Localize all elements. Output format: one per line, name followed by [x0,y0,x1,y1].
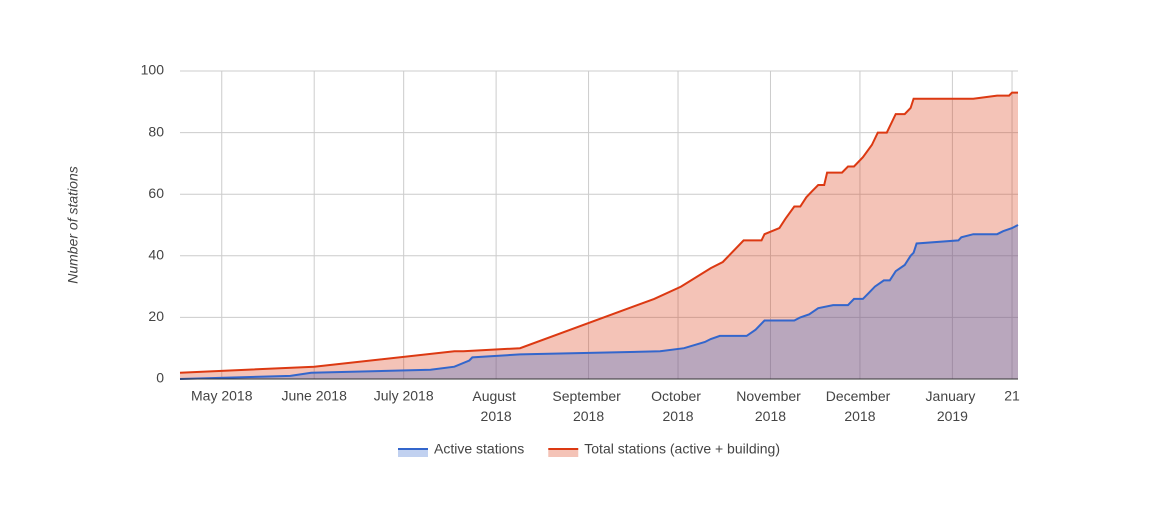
x-tick-label-line: December [826,388,894,404]
x-tick-label: October 2018 [651,388,705,424]
x-tick-label-line: August [472,388,519,404]
series-line [179,224,1019,380]
legend-swatch [398,450,428,457]
x-tick-label: September 2018 [552,388,624,424]
x-tick-label: November 2018 [736,388,804,424]
legend-swatch [548,450,579,457]
x-tick-label-line: September [552,388,624,404]
x-tick-label-line: November [736,388,804,404]
legend-label: Active stations [434,441,524,457]
x-tick-label: January 2019 [926,388,980,424]
y-tick-label: 60 [148,185,164,201]
x-tick-label-line: 2018 [755,408,786,424]
y-axis-title: Number of stations [65,166,81,284]
x-tick-label: December 2018 [826,388,894,424]
y-tick-label: 80 [148,123,164,139]
x-tick-label-line: 2018 [844,408,875,424]
x-tick-label-line: January [926,388,980,404]
series-line [179,91,1018,374]
y-tick-label: 40 [148,247,164,263]
x-tick-label-line: 2018 [573,408,604,424]
x-tick-label-line: 2018 [662,408,693,424]
y-tick-label: 0 [156,370,164,386]
legend-label: Total stations (active + building) [584,441,780,457]
x-tick-label: July 2018 [374,388,434,404]
x-tick-label: August 2018 [472,388,519,424]
x-tick-label: June 2018 [281,388,347,404]
x-tick-label-line: 2019 [937,408,968,424]
y-tick-label: 100 [141,62,165,78]
x-tick-label-line: October [651,388,705,404]
x-tick-label: May 2018 [191,388,253,404]
series-area [180,92,1018,379]
x-tick-label-line: 2018 [481,408,512,424]
x-tick-label: 21 [1004,388,1020,404]
series-area [180,225,1018,379]
y-tick-label: 20 [148,308,164,324]
